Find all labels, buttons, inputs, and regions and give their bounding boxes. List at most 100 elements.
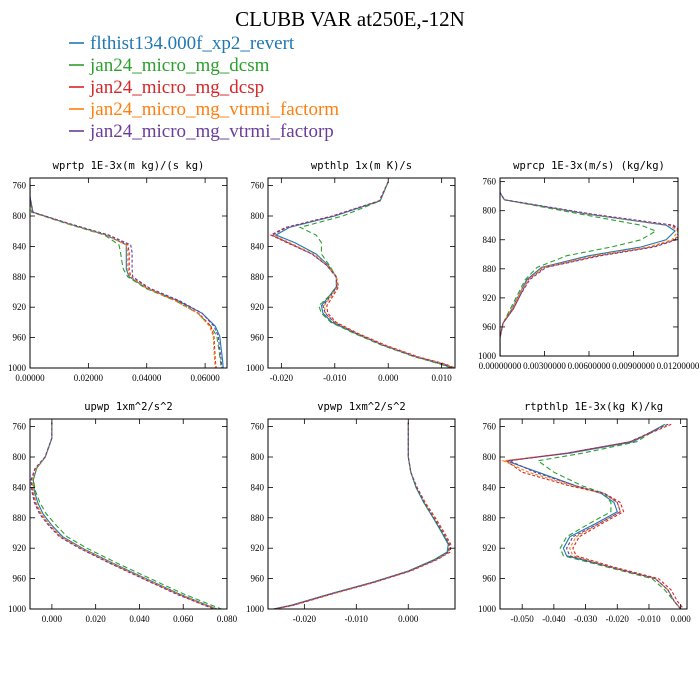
x-tick-label: -0.040 xyxy=(542,614,566,624)
y-tick-label: 1000 xyxy=(246,604,265,614)
figure-title: CLUBB VAR at250E,-12N xyxy=(235,7,465,31)
y-tick-label: 880 xyxy=(13,513,27,523)
y-tick-label: 800 xyxy=(483,206,497,216)
series-line-5 xyxy=(30,422,215,609)
y-tick-label: 1000 xyxy=(246,363,265,373)
panels: wprtp 1E-3x(m kg)/(s kg) 760 800 840 880 920 9… xyxy=(8,160,700,624)
x-tick-label: 0.00000 xyxy=(15,373,45,383)
panel-title: wprcp 1E-3x(m/s) (kg/kg) xyxy=(513,160,665,172)
x-tick-label: 0.00000000 xyxy=(479,361,522,371)
series-group xyxy=(30,422,222,609)
y-tick-label: 840 xyxy=(483,482,497,492)
y-tick-label: 760 xyxy=(13,422,27,432)
y-tick-label: 920 xyxy=(13,302,27,312)
y-tick-label: 920 xyxy=(251,543,265,553)
series-group xyxy=(501,423,685,609)
legend-label: jan24_micro_mg_dcsm xyxy=(89,55,270,76)
y-tick-label: 960 xyxy=(251,574,265,584)
y-tick-label: 1000 xyxy=(478,604,497,614)
x-tick-label: 0.01200000 xyxy=(657,361,700,371)
series-line-5 xyxy=(274,422,450,609)
y-tick-label: 840 xyxy=(13,482,27,492)
x-tick-label: -0.020 xyxy=(606,614,630,624)
y-tick-label: 960 xyxy=(483,574,497,584)
series-line-3 xyxy=(504,423,685,609)
series-line-5 xyxy=(270,181,454,368)
y-tick-label: 1000 xyxy=(478,351,497,361)
y-tick-label: 800 xyxy=(251,211,265,221)
x-tick-label: 0.02000 xyxy=(74,373,104,383)
legend-entry: flthist134.000f_xp2_revert xyxy=(69,33,295,54)
y-tick-label: 880 xyxy=(251,272,265,282)
plot-frame xyxy=(499,418,688,610)
y-tick-label: 760 xyxy=(251,422,265,432)
x-tick-label: 0.040 xyxy=(129,614,150,624)
legend-entry: jan24_micro_mg_vtrmi_factorm xyxy=(69,99,339,120)
y-tick-label: 920 xyxy=(483,543,497,553)
x-tick-label: 0.00300000 xyxy=(523,361,566,371)
x-tick-label: -0.020 xyxy=(293,614,317,624)
series-line-5 xyxy=(500,181,678,356)
x-tick-label: -0.020 xyxy=(270,373,294,383)
x-tick-label: 0.020 xyxy=(86,614,107,624)
series-line-2 xyxy=(500,181,658,356)
y-tick-label: 960 xyxy=(13,333,27,343)
legend-label: flthist134.000f_xp2_revert xyxy=(90,33,295,54)
y-tick-label: 920 xyxy=(251,302,265,312)
series-line-4 xyxy=(500,181,678,356)
y-tick-label: 880 xyxy=(483,513,497,523)
x-tick-label: 0.060 xyxy=(173,614,194,624)
x-tick-label: -0.010 xyxy=(637,614,661,624)
x-tick-label: -0.010 xyxy=(345,614,369,624)
y-tick-label: 960 xyxy=(251,333,265,343)
y-tick-label: 1000 xyxy=(8,604,27,614)
x-tick-label: 0.04000 xyxy=(132,373,162,383)
series-line-4 xyxy=(31,422,217,609)
y-tick-label: 760 xyxy=(483,177,497,187)
x-tick-label: 0.00900000 xyxy=(612,361,655,371)
x-tick-label: 0.010 xyxy=(432,373,453,383)
y-tick-label: 800 xyxy=(13,211,27,221)
panel-4: upwp 1xm^2/s^2 760 800 840 880 920 960 1000 0.00… xyxy=(8,401,238,624)
y-tick-label: 760 xyxy=(13,181,27,191)
panel-2: wpthlp 1x(m K)/s 760 800 840 880 920 960 1000 -0… xyxy=(246,160,456,383)
legend-label: jan24_micro_mg_dcsp xyxy=(89,77,264,98)
x-tick-label: 0.000 xyxy=(42,614,63,624)
y-tick-label: 760 xyxy=(483,422,497,432)
x-tick-label: -0.030 xyxy=(574,614,598,624)
series-group xyxy=(269,181,455,368)
y-tick-label: 800 xyxy=(483,452,497,462)
plot-frame xyxy=(267,418,456,610)
legend-label: jan24_micro_mg_vtrmi_factorm xyxy=(89,99,339,120)
panel-title: rtpthlp 1E-3x(kg K)/kg xyxy=(524,401,663,413)
series-group xyxy=(273,422,452,609)
y-tick-label: 960 xyxy=(483,322,497,332)
y-tick-label: 960 xyxy=(13,574,27,584)
panel-5: vpwp 1xm^2/s^2 760 800 840 880 920 960 1000 -0.0… xyxy=(246,401,456,624)
x-tick-label: 0.080 xyxy=(217,614,238,624)
y-tick-label: 880 xyxy=(13,272,27,282)
y-tick-label: 880 xyxy=(251,513,265,523)
x-tick-label: 0.000 xyxy=(671,614,692,624)
y-tick-label: 840 xyxy=(251,482,265,492)
y-tick-label: 880 xyxy=(483,264,497,274)
series-group xyxy=(500,181,678,356)
y-tick-label: 840 xyxy=(251,241,265,251)
y-tick-label: 800 xyxy=(13,452,27,462)
y-tick-label: 920 xyxy=(13,543,27,553)
panel-3: wprcp 1E-3x(m/s) (kg/kg) 760 800 840 880 920 9… xyxy=(478,160,700,371)
y-tick-label: 800 xyxy=(251,452,265,462)
legend-entry: jan24_micro_mg_vtrmi_factorp xyxy=(69,121,334,142)
y-tick-label: 760 xyxy=(251,181,265,191)
panel-title: wpthlp 1x(m K)/s xyxy=(311,160,412,172)
y-tick-label: 920 xyxy=(483,293,497,303)
plot-frame xyxy=(267,177,456,369)
panel-title: upwp 1xm^2/s^2 xyxy=(84,401,173,413)
panel-title: vpwp 1xm^2/s^2 xyxy=(317,401,406,413)
x-tick-label: 0.000 xyxy=(378,373,399,383)
x-tick-label: 0.00600000 xyxy=(568,361,611,371)
x-tick-label: -0.050 xyxy=(511,614,535,624)
y-tick-label: 840 xyxy=(13,241,27,251)
